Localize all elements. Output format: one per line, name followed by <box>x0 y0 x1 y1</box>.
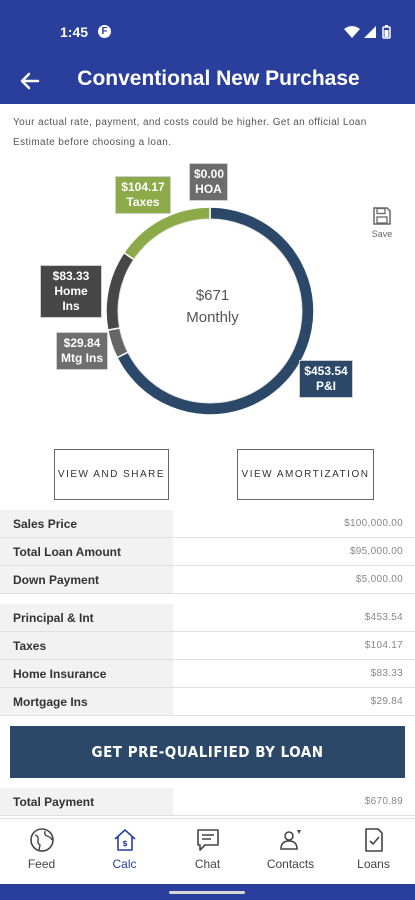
nav-label: Chat <box>194 857 221 871</box>
status-bar: 1:45 F <box>0 0 415 62</box>
get-prequalified-button[interactable]: GET PRE-QUALIFIED BY LOAN <box>10 726 405 778</box>
loan-summary-table: Sales Price $100,000.00 Total Loan Amoun… <box>0 510 415 594</box>
slice-label: HOA <box>195 182 222 196</box>
save-label: Save <box>371 229 393 239</box>
callout-hoa: $0.00 HOA <box>189 163 228 201</box>
slice-value: $83.33 <box>52 269 90 283</box>
save-button[interactable]: Save <box>367 206 397 239</box>
callout-taxes: $104.17 Taxes <box>115 176 171 214</box>
status-time: 1:45 <box>60 24 89 40</box>
nav-item-contacts[interactable]: Contacts <box>249 819 332 884</box>
table-row: Total Loan Amount $95,000.00 <box>0 538 415 566</box>
slice-label: Home Ins <box>54 284 88 313</box>
row-label: Down Payment <box>0 566 173 593</box>
nav-item-calc[interactable]: $ Calc <box>83 819 166 884</box>
cell-signal-icon <box>364 26 376 38</box>
bottom-nav: Feed $ Calc Chat Contacts Loans <box>0 818 415 884</box>
nav-label: Contacts <box>266 857 315 871</box>
notification-app-icon: F <box>98 25 111 38</box>
gesture-bar <box>0 884 415 900</box>
row-value: $670.89 <box>364 796 403 807</box>
table-row: Principal & Int $453.54 <box>0 604 415 632</box>
arrow-left-icon <box>20 72 40 90</box>
row-value: $95,000.00 <box>349 546 403 557</box>
table-row: Taxes $104.17 <box>0 632 415 660</box>
payment-breakdown-chart: $671 Monthly $453.54 P&I $29.84 Mtg Ins … <box>0 160 415 420</box>
home-calc-icon: $ <box>113 829 136 851</box>
slice-value: $104.17 <box>121 180 165 194</box>
wifi-icon <box>344 26 360 38</box>
chat-icon <box>196 829 219 851</box>
slice-value: $0.00 <box>194 167 225 181</box>
payment-breakdown-table: Principal & Int $453.54 Taxes $104.17 Ho… <box>0 604 415 716</box>
table-row: Home Insurance $83.33 <box>0 660 415 688</box>
page-title: Conventional New Purchase <box>77 67 360 90</box>
row-value: $453.54 <box>364 612 403 623</box>
contacts-icon <box>279 830 301 850</box>
nav-item-feed[interactable]: Feed <box>0 819 83 884</box>
row-value: $100,000.00 <box>344 518 403 529</box>
row-value: $83.33 <box>370 668 403 679</box>
chart-center-label: Monthly <box>186 309 239 326</box>
callout-home-ins: $83.33 Home Ins <box>40 265 102 318</box>
row-label: Total Loan Amount <box>0 538 173 565</box>
slice-label: Taxes <box>126 195 160 209</box>
view-and-share-button[interactable]: VIEW AND SHARE <box>54 449 169 500</box>
status-icons <box>343 24 395 45</box>
table-row: Sales Price $100,000.00 <box>0 510 415 538</box>
row-label: Home Insurance <box>0 660 173 687</box>
row-label: Sales Price <box>0 510 173 537</box>
gesture-handle[interactable] <box>169 891 245 894</box>
table-row: Mortgage Ins $29.84 <box>0 688 415 716</box>
chart-center-value: $671 <box>195 287 230 304</box>
nav-label: Loans <box>357 857 390 871</box>
row-value: $5,000.00 <box>355 574 403 585</box>
disclaimer-text: Your actual rate, payment, and costs cou… <box>13 117 367 148</box>
back-button[interactable] <box>16 66 46 96</box>
svg-text:$: $ <box>122 839 128 848</box>
document-check-icon <box>364 828 383 852</box>
callout-mtg-ins: $29.84 Mtg Ins <box>56 332 108 370</box>
floppy-disk-icon <box>373 207 391 225</box>
total-payment-table: Total Payment $670.89 <box>0 788 415 816</box>
slice-label: Mtg Ins <box>61 351 103 365</box>
row-value: $29.84 <box>370 696 403 707</box>
view-amortization-button[interactable]: VIEW AMORTIZATION <box>237 449 374 500</box>
battery-icon <box>382 25 391 39</box>
row-value: $104.17 <box>364 640 403 651</box>
nav-label: Calc <box>112 857 137 871</box>
row-label: Taxes <box>0 632 173 659</box>
callout-pi: $453.54 P&I <box>299 360 353 398</box>
row-label: Total Payment <box>0 788 173 815</box>
table-row: Total Payment $670.89 <box>0 788 415 816</box>
row-label: Principal & Int <box>0 604 173 631</box>
slice-value: $29.84 <box>63 336 101 350</box>
table-row: Down Payment $5,000.00 <box>0 566 415 594</box>
app-bar: Conventional New Purchase <box>0 62 415 104</box>
globe-icon <box>29 828 54 852</box>
nav-item-loans[interactable]: Loans <box>332 819 415 884</box>
row-label: Mortgage Ins <box>0 688 173 715</box>
slice-label: P&I <box>315 379 336 393</box>
chart-center: $671 Monthly <box>150 285 275 329</box>
nav-item-chat[interactable]: Chat <box>166 819 249 884</box>
nav-label: Feed <box>27 857 56 871</box>
slice-value: $453.54 <box>304 364 348 378</box>
